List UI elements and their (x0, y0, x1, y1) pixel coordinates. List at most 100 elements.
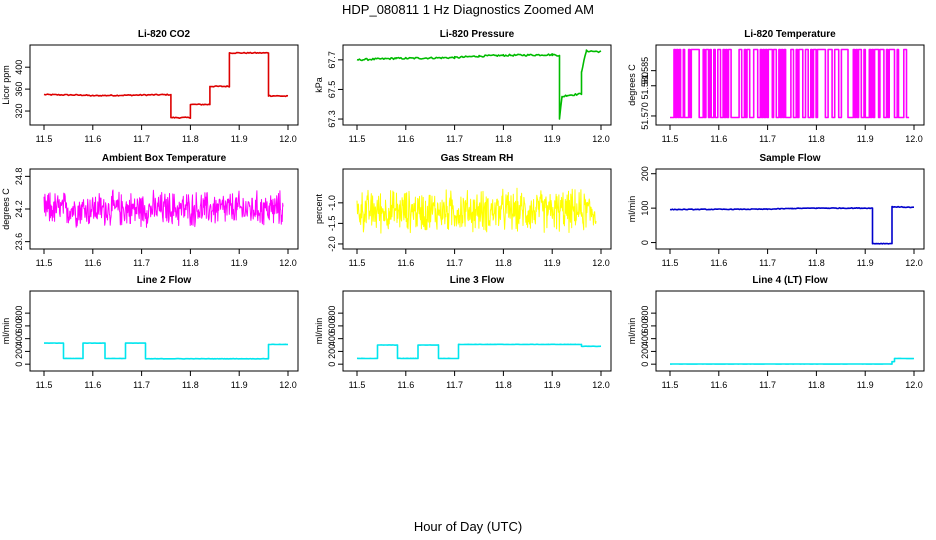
x-tick-label: 11.7 (133, 258, 150, 268)
y-axis: 320 360 400 (14, 60, 30, 119)
y-tick-label: 400 (640, 331, 650, 346)
x-tick-label: 11.6 (84, 380, 101, 390)
x-tick-label: 11.7 (446, 134, 463, 144)
x-tick-label: 11.7 (759, 134, 776, 144)
x-tick-label: 11.9 (857, 258, 874, 268)
series-line-line-4-flow (670, 357, 915, 365)
x-tick-label: 11.5 (662, 258, 679, 268)
panel-li-820-co2: Li-820 CO2 11.5 11.6 11.7 11.8 11.9 12.0 320 360… (1, 29, 299, 144)
y-tick-label: 800 (640, 306, 650, 321)
plot-frame (655, 44, 925, 126)
panel-sample-flow: Sample Flow 11.5 11.6 11.7 11.8 11.9 12.0 0 100 2… (627, 153, 925, 268)
series-line-line-3-flow (356, 343, 602, 360)
x-tick-label: 11.8 (182, 380, 199, 390)
y-axis-label: ml/min (627, 318, 637, 345)
x-tick-label: 11.5 (349, 380, 366, 390)
plot-frame (29, 44, 299, 126)
y-tick-label: 800 (327, 306, 337, 321)
x-tick-label: 12.0 (592, 380, 610, 390)
panel-line-2-flow: Line 2 Flow 11.5 11.6 11.7 11.8 11.9 12.0 0 2004… (1, 275, 299, 390)
y-axis-label: ml/min (314, 318, 324, 345)
panel-gas-stream-rh: Gas Stream RH 11.5 11.6 11.7 11.8 11.9 12.0 -2.… (314, 153, 612, 268)
x-tick-label: 11.7 (759, 258, 776, 268)
plot-frame (342, 290, 612, 372)
y-tick-label: 24.8 (14, 168, 24, 186)
x-tick-label: 11.5 (349, 258, 366, 268)
panel-line-3-flow: Line 3 Flow 11.5 11.6 11.7 11.8 11.9 12.0 0 2004… (314, 275, 612, 390)
x-tick-label: 12.0 (905, 258, 923, 268)
x-axis: 11.5 11.6 11.7 11.8 11.9 12.0 (349, 371, 610, 390)
x-tick-label: 11.8 (808, 258, 825, 268)
y-tick-label: 400 (14, 60, 24, 75)
panel-title: Sample Flow (759, 153, 820, 164)
x-tick-label: 11.8 (182, 258, 199, 268)
y-tick-label: 200 (640, 166, 650, 181)
y-axis-label: Licor ppm (1, 65, 11, 105)
x-tick-label: 11.6 (710, 258, 727, 268)
x-tick-label: 12.0 (592, 134, 610, 144)
x-tick-label: 11.5 (36, 134, 53, 144)
x-tick-label: 11.8 (495, 380, 512, 390)
x-tick-label: 11.8 (808, 134, 825, 144)
x-tick-label: 12.0 (279, 134, 297, 144)
x-tick-label: 11.6 (397, 134, 414, 144)
series-line-temperature (670, 48, 910, 119)
panel-title: Ambient Box Temperature (102, 153, 227, 164)
panel-line-4-lt-flow: Line 4 (LT) Flow 11.5 11.6 11.7 11.8 11.9 12.0… (627, 275, 925, 390)
y-tick-label: 800 (14, 306, 24, 321)
x-tick-label: 11.9 (544, 258, 561, 268)
x-tick-label: 11.8 (495, 258, 512, 268)
x-tick-label: 12.0 (592, 258, 610, 268)
figure-xlabel: Hour of Day (UTC) (414, 519, 522, 534)
plot-frame (342, 44, 612, 126)
x-tick-label: 11.5 (349, 134, 366, 144)
panel-title: Line 3 Flow (450, 275, 505, 286)
x-axis: 11.5 11.6 11.7 11.8 11.9 12.0 (349, 125, 610, 144)
x-tick-label: 11.8 (495, 134, 512, 144)
panel-title: Gas Stream RH (441, 153, 514, 164)
y-tick-label: 0 (640, 240, 650, 245)
x-tick-label: 11.7 (446, 258, 463, 268)
plot-frame (655, 290, 925, 372)
x-tick-label: 11.6 (397, 258, 414, 268)
panel-li-820-pressure: Li-820 Pressure 11.5 11.6 11.7 11.8 11.9 12.0 6… (314, 29, 612, 144)
y-axis: 23.6 24.2 24.8 (14, 168, 30, 250)
x-tick-label: 11.6 (84, 258, 101, 268)
series-line-box-temperature (43, 189, 284, 228)
plot-frame (29, 290, 299, 372)
x-tick-label: 11.6 (84, 134, 101, 144)
panel-title: Line 2 Flow (137, 275, 192, 286)
y-tick-label: 100 (640, 201, 650, 216)
y-tick-label: 200 (14, 344, 24, 359)
y-tick-label: 600 (640, 318, 650, 333)
x-tick-label: 11.6 (710, 134, 727, 144)
x-tick-label: 11.9 (231, 134, 248, 144)
x-tick-label: 11.9 (857, 134, 874, 144)
series-line-sample-flow (669, 205, 914, 245)
x-tick-label: 11.9 (231, 258, 248, 268)
y-tick-label: 0 (14, 362, 24, 367)
y-axis-label: ml/min (1, 318, 11, 345)
y-tick-label: 320 (14, 104, 24, 119)
y-tick-label: 600 (327, 318, 337, 333)
x-tick-label: 11.5 (662, 134, 679, 144)
x-tick-label: 11.8 (182, 134, 199, 144)
y-axis: 67.3 67.5 67.7 (327, 51, 343, 128)
x-axis: 11.5 11.6 11.7 11.8 11.9 12.0 (349, 249, 610, 268)
y-tick-label: -1.5 (327, 216, 337, 232)
panel-li-820-temperature: Li-820 Temperature 11.5 11.6 11.7 11.8 11.9 12… (627, 29, 925, 144)
y-tick-label: 360 (14, 82, 24, 97)
panel-title: Line 4 (LT) Flow (752, 275, 828, 286)
x-tick-label: 11.6 (710, 380, 727, 390)
x-tick-label: 12.0 (905, 380, 923, 390)
y-tick-label: 0 (327, 362, 337, 367)
panel-title: Li-820 Temperature (744, 29, 836, 40)
series-line-pressure (356, 49, 602, 120)
y-tick-label: 200 (640, 344, 650, 359)
series-line-co2 (43, 51, 289, 119)
x-tick-label: 11.9 (231, 380, 248, 390)
